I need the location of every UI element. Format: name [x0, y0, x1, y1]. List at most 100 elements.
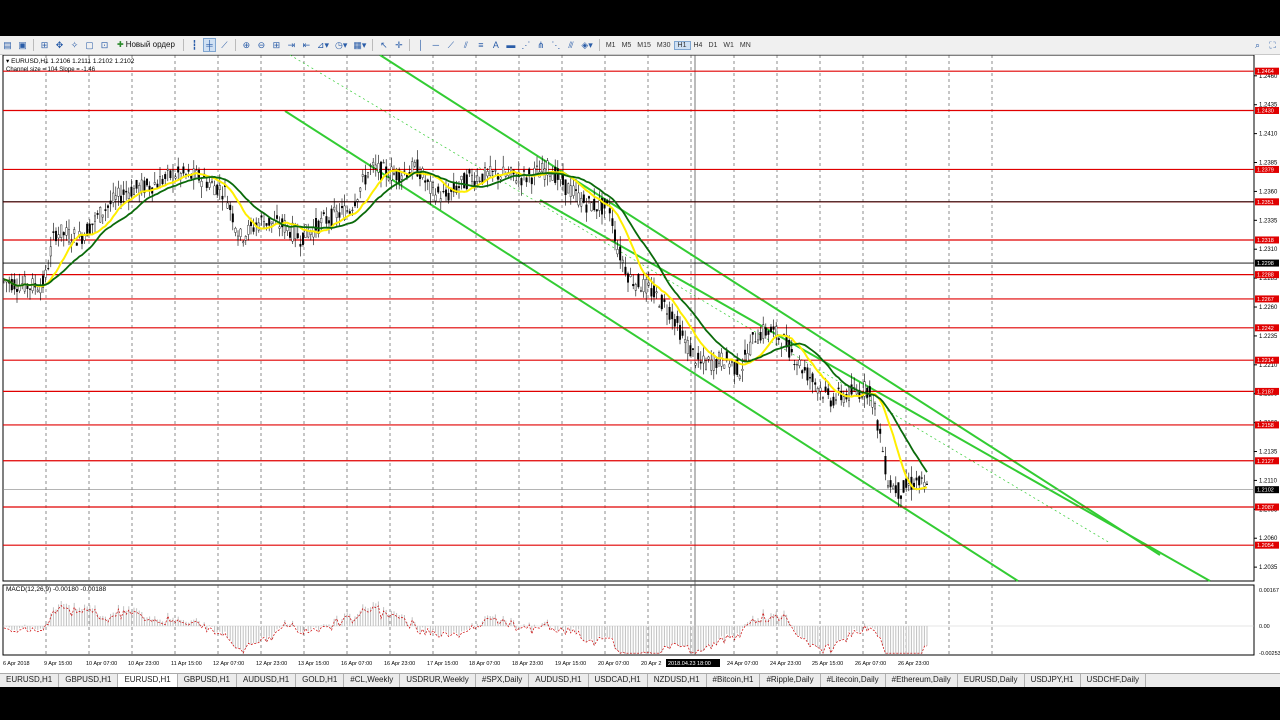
candle-body	[806, 367, 809, 381]
candle-body	[590, 202, 593, 212]
text-icon[interactable]: A	[492, 39, 499, 50]
chart-tab[interactable]: #SPX,Daily	[476, 674, 530, 687]
chart-tab[interactable]: USDJPY,H1	[1025, 674, 1081, 687]
chart-tab[interactable]: USDRUR,Weekly	[400, 674, 476, 687]
candle-body	[476, 175, 479, 182]
candle-body	[762, 324, 765, 339]
templates-icon[interactable]: ▦▾	[353, 39, 367, 50]
chart-tab[interactable]: AUDUSD,H1	[529, 674, 589, 687]
periods-icon[interactable]: ◷▾	[334, 39, 348, 50]
level-price-tag	[1255, 503, 1279, 511]
zoom-in-icon[interactable]: ⊕	[242, 39, 251, 50]
chart-tab[interactable]: EURUSD,H1	[118, 674, 178, 687]
candle-body	[707, 356, 710, 360]
candle-body	[348, 211, 351, 214]
candle-body	[520, 178, 523, 186]
new-chart-icon[interactable]: ▤	[3, 39, 12, 50]
candle-body	[926, 483, 929, 485]
candle-body	[816, 388, 819, 394]
candle-body	[842, 396, 845, 403]
new-order-button[interactable]: ✚ Новый ордер	[117, 40, 175, 49]
chart-tab[interactable]: #Ripple,Daily	[760, 674, 821, 687]
candle-body	[902, 480, 905, 493]
candle-body	[112, 192, 115, 203]
chart-tab[interactable]: AUDUSD,H1	[237, 674, 297, 687]
timeframe-mn[interactable]: MN	[739, 41, 751, 49]
macd-tick-label: -0.00253	[1259, 651, 1280, 657]
chart-area[interactable]: 1.2460 1.2435 1.2410 1.2385 1.2360 1.2335 1.23…	[0, 54, 1280, 675]
search-icon[interactable]: ⌕	[1254, 39, 1261, 50]
price-chart[interactable]: 1.2460 1.2435 1.2410 1.2385 1.2360 1.2335 1.23…	[0, 54, 1280, 675]
candle-body	[523, 170, 526, 172]
channel-lower-line	[284, 110, 1019, 582]
timeframe-m5[interactable]: M5	[621, 41, 632, 49]
regression-icon[interactable]: ⫻	[568, 39, 574, 50]
timeframe-m1[interactable]: M1	[605, 41, 616, 49]
gann-icon[interactable]: ⋰	[521, 39, 531, 50]
candle-body	[832, 396, 835, 406]
tile-windows-icon[interactable]: ⊞	[272, 39, 281, 50]
autoscroll-icon[interactable]: ⇥	[287, 39, 296, 50]
horizontal-line-icon[interactable]: ─	[432, 39, 440, 50]
tester-icon[interactable]: ⊡	[100, 39, 109, 50]
indicators-icon[interactable]: ⊿▾	[316, 39, 329, 50]
candle-body	[660, 294, 663, 310]
candle-body	[86, 223, 89, 237]
candle-body	[341, 206, 344, 209]
candle-body	[101, 214, 104, 218]
market-watch-icon[interactable]: ⊞	[40, 39, 49, 50]
line-chart-icon[interactable]: ⟋	[221, 39, 228, 50]
crosshair-icon[interactable]: ✛	[395, 39, 403, 50]
fullscreen-icon[interactable]: ⛶	[1269, 39, 1276, 50]
level-price-tag	[1255, 421, 1279, 429]
cursor-icon[interactable]: ↖	[380, 39, 388, 50]
channel-icon[interactable]: ⫽	[463, 39, 468, 50]
trendline-icon[interactable]: ⟋	[447, 39, 455, 50]
level-price-label: 1.2379	[1257, 167, 1274, 173]
favorites-icon[interactable]: ✧	[70, 39, 79, 50]
chart-shift-icon[interactable]: ⇤	[302, 39, 311, 50]
candle-body	[567, 183, 570, 194]
time-axis-label: 10 Apr 07:00	[86, 661, 117, 667]
candle-chart-icon[interactable]: ╪	[202, 38, 216, 52]
zoom-out-icon[interactable]: ⊖	[257, 39, 266, 50]
timeframe-h4[interactable]: H4	[693, 41, 703, 49]
chart-tab[interactable]: GBPUSD,H1	[59, 674, 119, 687]
profiles-icon[interactable]: ▣	[18, 39, 27, 50]
bar-chart-icon[interactable]: ┇	[191, 39, 198, 50]
timeframe-h1[interactable]: H1	[673, 40, 691, 50]
candle-body	[819, 387, 822, 392]
chart-tab[interactable]: NZDUSD,H1	[648, 674, 707, 687]
candle-body	[728, 363, 731, 368]
chart-tab[interactable]: EURUSD,Daily	[958, 674, 1025, 687]
time-axis-label: 10 Apr 23:00	[128, 661, 159, 667]
candle-body	[606, 200, 609, 204]
fibonacci-icon[interactable]: ≡	[478, 39, 484, 50]
candle-body	[855, 390, 858, 395]
navigator-icon[interactable]: ✥	[55, 39, 64, 50]
chart-tab[interactable]: #CL,Weekly	[344, 674, 401, 687]
timeframe-d1[interactable]: D1	[708, 41, 718, 49]
pitchfork-icon[interactable]: ⋔	[537, 39, 545, 50]
chart-tab[interactable]: #Ethereum,Daily	[886, 674, 958, 687]
chart-tab[interactable]: USDCAD,H1	[589, 674, 648, 687]
terminal-window: ▤ ▣ ⊞ ✥ ✧ ▢ ⊡ ✚ Новый ордер ┇ ╪ ⟋ ⊕ ⊖ ⊞ ⇥…	[0, 36, 1280, 687]
candle-body	[887, 485, 890, 488]
time-axis-label: 24 Apr 23:00	[770, 661, 801, 667]
chart-tab[interactable]: GBPUSD,H1	[178, 674, 237, 687]
vertical-line-icon[interactable]: │	[418, 39, 424, 50]
chart-tab[interactable]: EURUSD,H1	[0, 674, 60, 687]
candle-body	[858, 389, 861, 399]
timeframe-m15[interactable]: M15	[637, 41, 651, 49]
chart-tab[interactable]: #Litecoin,Daily	[821, 674, 886, 687]
fibo-fan-icon[interactable]: ⋱	[551, 39, 561, 50]
chart-tab[interactable]: GOLD,H1	[296, 674, 345, 687]
timeframe-w1[interactable]: W1	[723, 41, 734, 49]
label-icon[interactable]: ▬	[506, 39, 516, 50]
price-tick-label: 1.2385	[1259, 161, 1278, 167]
terminal-icon[interactable]: ▢	[85, 39, 94, 50]
shapes-icon[interactable]: ◈▾	[581, 39, 593, 50]
timeframe-m30[interactable]: M30	[656, 41, 671, 49]
chart-tab[interactable]: #Bitcoin,H1	[707, 674, 761, 687]
chart-tab[interactable]: USDCHF,Daily	[1081, 674, 1146, 687]
